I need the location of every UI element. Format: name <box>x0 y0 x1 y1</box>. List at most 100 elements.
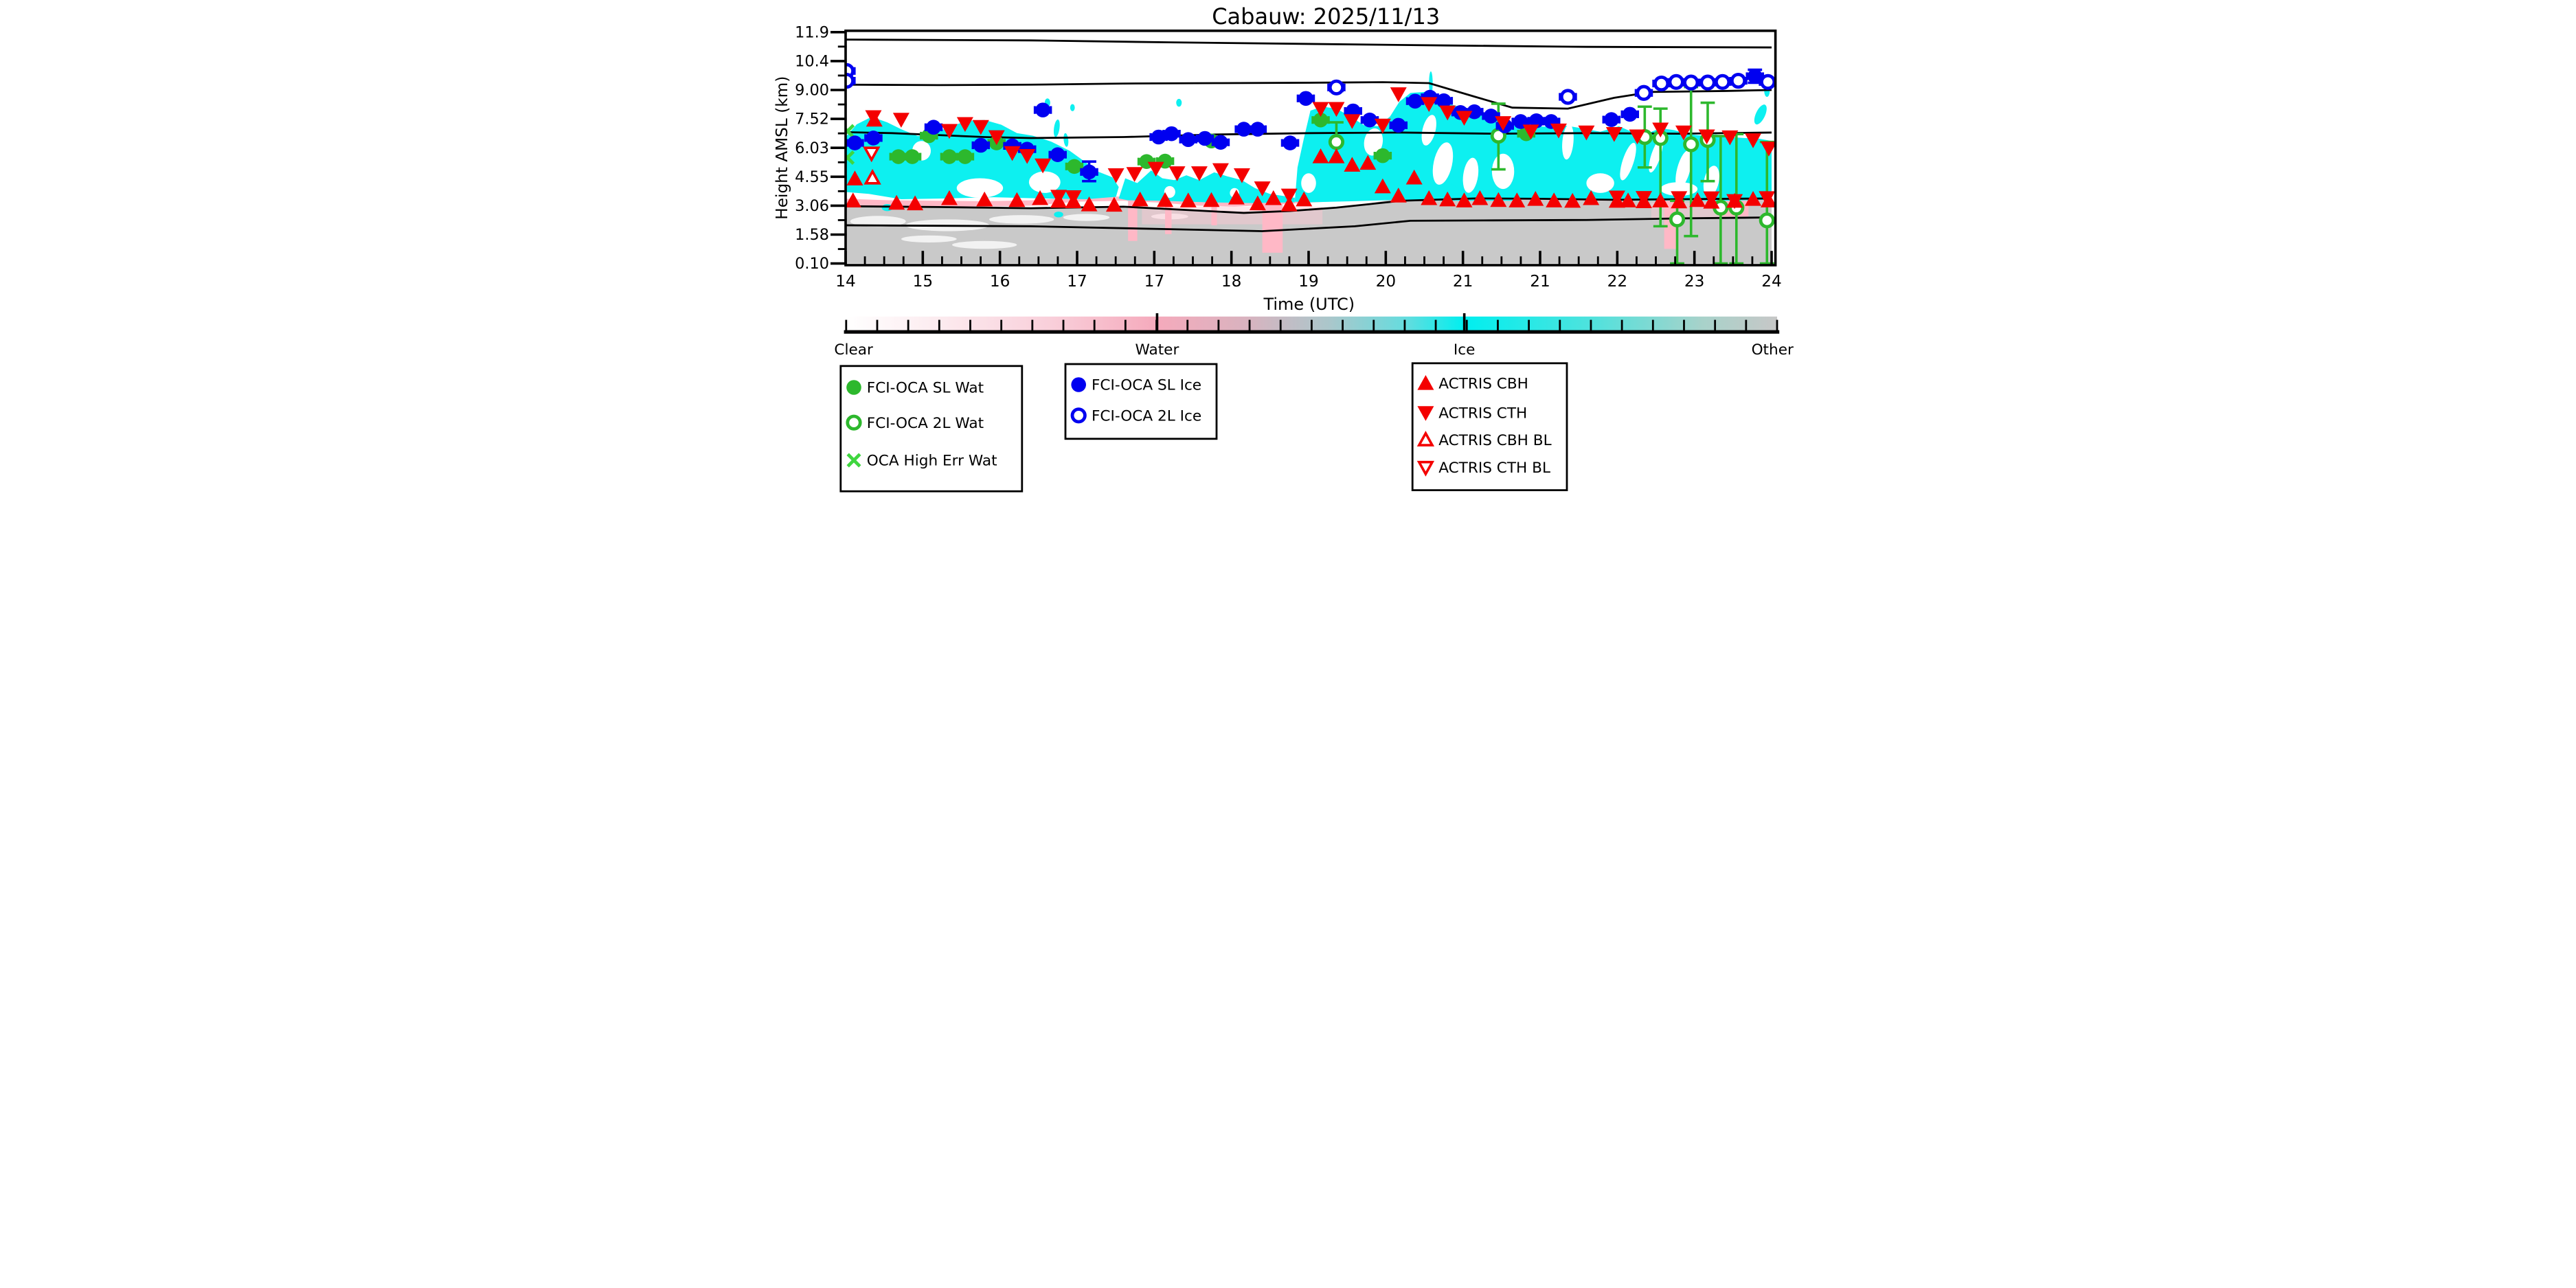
series-actris_cth-marker <box>1703 191 1720 207</box>
series-fci_oca_sl_ice-marker <box>1250 122 1265 137</box>
contour-line-0 <box>846 38 1772 49</box>
series-actris_cbh-marker <box>1439 191 1456 207</box>
field-region-ice-scrap <box>1053 119 1060 137</box>
series-actris_cth-marker <box>865 110 882 126</box>
legend-marker-x-filled <box>846 453 861 468</box>
series-oca_high_err_wat-marker <box>846 150 855 165</box>
series-actris_cth-marker <box>988 130 1005 146</box>
field-region-ice-hole <box>1432 142 1454 185</box>
field-region-ice-hole <box>1364 128 1383 156</box>
field-region-water <box>1211 203 1217 225</box>
series-fci_oca_sl_ice-marker <box>1408 93 1423 109</box>
colorbar-label-ice: Ice <box>1454 341 1476 359</box>
series-actris_cth-marker <box>1629 129 1646 145</box>
legend-item-label: ACTRIS CTH <box>1438 405 1527 422</box>
series-fci_oca_sl_ice-marker <box>1390 117 1406 133</box>
series-fci_oca_sl_ice-marker <box>1603 112 1619 127</box>
legend-frame <box>839 365 1024 493</box>
series-fci_oca_sl_ice-marker <box>1081 164 1097 180</box>
series-actris_cbh-marker <box>1527 190 1544 206</box>
field-region-ice-scrap <box>1070 104 1075 111</box>
plot-border <box>844 29 1777 267</box>
series-actris_cbh-marker <box>1374 178 1391 194</box>
series-fci_oca_sl_ice-marker <box>1483 109 1499 124</box>
x-tick-label: 24 <box>1761 272 1782 291</box>
field-region-ice-hole <box>1620 142 1636 181</box>
series-actris_cbh-marker <box>1032 190 1049 205</box>
y-tick-label: 10.4 <box>795 53 829 71</box>
field-region-ice-hole <box>1164 185 1175 198</box>
y-tick-label: 7.52 <box>795 111 829 128</box>
series-actris_cth-marker <box>1233 168 1250 183</box>
series-actris_cth-marker <box>1004 146 1021 161</box>
series-actris_cth-marker <box>1760 142 1776 157</box>
series-actris_cbh-marker <box>1745 190 1762 206</box>
series-actris_cbh-marker <box>1008 192 1026 207</box>
colorbar: Clear Water Ice Other <box>834 313 1794 359</box>
series-fci_oca_2l_wat-marker <box>1669 211 1686 227</box>
series-fci_oca_sl_ice-marker <box>926 120 941 135</box>
series-actris_cbh-marker <box>976 191 993 207</box>
y-tick-label: 11.9 <box>795 23 829 41</box>
field-region-ice <box>1405 181 1513 201</box>
x-tick-label: 17 <box>1067 272 1087 291</box>
series-fci_oca_sl_ice-marker <box>973 137 988 153</box>
series-actris_cbh-marker <box>1081 196 1098 212</box>
series-actris_cbh-marker <box>1249 195 1266 211</box>
plot-axes: 14 15 16 17 17 18 19 20 21 21 22 23 24 11.9 10.4 9.00 7.… <box>795 23 1782 290</box>
x-tick-label: 20 <box>1376 272 1397 291</box>
field-region-ice-scrap <box>1176 98 1182 107</box>
series-actris_cbh_bl-marker <box>863 168 881 185</box>
series-actris_cth-marker <box>1675 125 1692 141</box>
field-region-other-hole <box>850 216 906 227</box>
series-actris_cth-marker <box>1344 114 1361 129</box>
series-actris_cth-marker <box>1721 130 1739 146</box>
series-fci_oca_sl_wat-marker <box>891 149 906 164</box>
series-actris_cbh-marker <box>1546 192 1563 207</box>
series-actris_cth-marker <box>1759 191 1776 206</box>
series-actris_cth-marker <box>1328 102 1345 117</box>
series-oca_high_err_wat-marker <box>846 124 855 139</box>
x-tick-label: 17 <box>1144 272 1165 291</box>
series-fci_oca_sl_wat-marker <box>958 149 973 164</box>
series-actris_cth_bl-marker <box>863 146 881 163</box>
series-actris_cbh-marker <box>1390 188 1407 203</box>
field-region-ice-hole <box>1491 153 1515 190</box>
series-actris_cbh-marker <box>1456 192 1473 207</box>
field-region-ice-hole <box>1301 173 1316 193</box>
legend-marker-triangle-down-open <box>1416 460 1435 477</box>
legend-box-2: ACTRIS CBH ACTRIS CTH ACTRIS CBH BL ACTRIS … <box>1411 362 1568 491</box>
figure: Cabauw: 2025/11/13 14 15 16 17 17 18 19 20 21 21 2… <box>773 0 1803 515</box>
series-actris_cth-marker <box>1550 123 1567 139</box>
x-tick-label: 21 <box>1453 272 1473 291</box>
legend-boxes: FCI-OCA SL Wat FCI-OCA 2L Wat OCA High Err… <box>839 362 1568 493</box>
legend-item-label: ACTRIS CBH BL <box>1438 432 1551 449</box>
series-actris_cbh-marker <box>1490 192 1507 207</box>
series-fci_oca_2l_ice-marker <box>1683 74 1699 91</box>
series-fci_oca_sl_wat-marker <box>1313 112 1329 128</box>
series-actris_cbh-marker <box>1421 190 1438 205</box>
series-fci_oca_2l_ice-marker <box>1668 74 1684 90</box>
series-actris_cth-marker <box>1652 122 1669 138</box>
series-fci_oca_2l_ice-marker <box>1653 75 1670 92</box>
y-tick-label: 0.10 <box>795 255 829 273</box>
series-fci_oca_sl_ice-marker <box>1436 93 1451 109</box>
series-fci_oca_sl_ice-marker <box>1298 91 1313 106</box>
series-fci_oca_sl_ice-marker <box>1528 113 1544 128</box>
field-region-ice-scrap <box>1054 211 1063 218</box>
series-actris_cbh-marker <box>1583 190 1600 205</box>
series-fci_oca_2l_ice-marker <box>1760 74 1776 90</box>
field-region-other-hole <box>1063 214 1110 221</box>
series-actris_cbh-marker <box>1620 192 1637 207</box>
legend-item-label: FCI-OCA SL Ice <box>1092 377 1201 394</box>
field-region-ice-hole <box>1660 182 1698 196</box>
series-fci_oca_2l_ice <box>846 63 1776 105</box>
series-fci_oca_sl_ice-marker <box>1622 106 1638 122</box>
series-actris_cbh-marker <box>1564 192 1581 208</box>
series-actris_cth-marker <box>1374 118 1391 134</box>
contour-line-4 <box>846 216 1772 232</box>
series-fci_oca_sl_ice-marker <box>1151 129 1166 145</box>
series-actris_cth-marker <box>1698 129 1715 145</box>
series-fci_oca_sl_ice-marker <box>1197 131 1212 146</box>
series-actris_cbh-marker <box>1105 196 1122 212</box>
